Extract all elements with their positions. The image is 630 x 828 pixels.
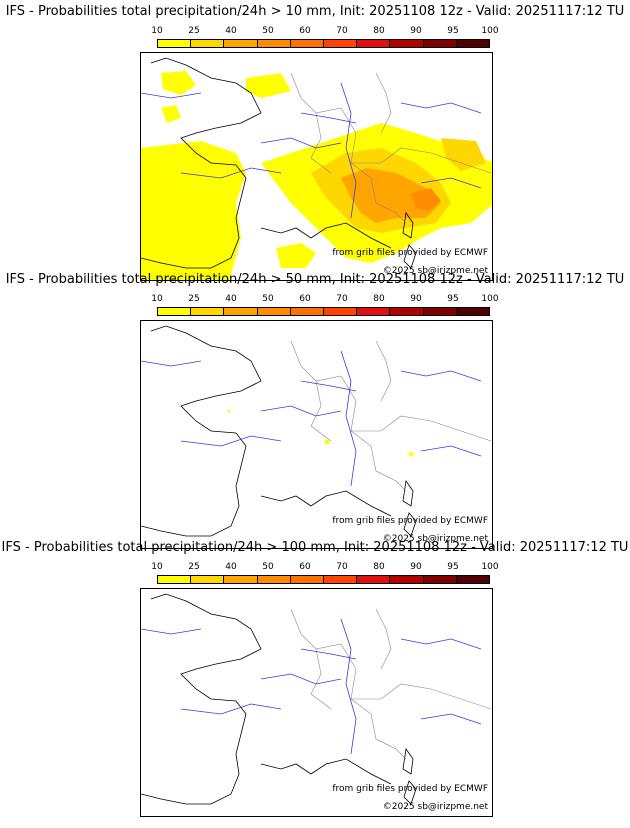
scale-label: 60 [299, 294, 311, 304]
map-10mm: from grib files provided by ECMWF ©2025 … [140, 52, 493, 281]
precip-areas [227, 409, 414, 457]
scale-segment [423, 308, 457, 315]
scale-label: 100 [481, 26, 499, 36]
scale-label: 60 [299, 26, 311, 36]
scale-segment [257, 576, 291, 583]
scale-segment [324, 40, 358, 47]
precip-areas [141, 71, 492, 280]
scale-labels: 10 25 40 50 60 70 80 90 95 100 [151, 294, 498, 305]
scale-segment [257, 308, 291, 315]
scale-labels: 10 25 40 50 60 70 80 90 95 100 [151, 26, 498, 37]
panel-title: IFS - Probabilities total precipitation/… [5, 272, 625, 287]
scale-segment [224, 576, 258, 583]
panel-100mm: IFS - Probabilities total precipitation/… [0, 540, 630, 817]
panel-title: IFS - Probabilities total precipitation/… [1, 540, 629, 555]
scale-label: 25 [188, 294, 200, 304]
scale-segment [224, 40, 258, 47]
scale-segment [290, 308, 325, 315]
scale-label: 40 [225, 562, 237, 572]
rivers [141, 618, 482, 755]
map-graphic [141, 325, 492, 537]
scale-segment [456, 576, 490, 583]
borders [290, 72, 492, 224]
credit-copyright: ©2025 sb@irizpme.net [382, 802, 488, 812]
scale-label: 25 [188, 26, 200, 36]
scale-label: 80 [373, 294, 385, 304]
credit-copyright: ©2025 sb@irizpme.net [382, 534, 488, 544]
scale-label: 95 [447, 562, 459, 572]
color-scale: 10 25 40 50 60 70 80 90 95 100 [151, 562, 499, 584]
scale-segment [390, 576, 424, 583]
scale-segment [357, 40, 391, 47]
scale-label: 80 [373, 26, 385, 36]
rivers [141, 82, 482, 219]
scale-segment [324, 308, 358, 315]
scale-label: 90 [410, 26, 422, 36]
scale-labels: 10 25 40 50 60 70 80 90 95 100 [151, 562, 498, 573]
scale-segment [324, 576, 358, 583]
scale-segment [456, 308, 490, 315]
coastlines [141, 57, 417, 269]
rivers [141, 350, 482, 487]
scale-segment [290, 576, 325, 583]
credit-copyright: ©2025 sb@irizpme.net [382, 266, 488, 276]
scale-segment [290, 40, 325, 47]
scale-label: 90 [410, 294, 422, 304]
scale-segment [158, 40, 192, 47]
scale-bar [157, 307, 490, 316]
scale-label: 10 [151, 294, 163, 304]
scale-label: 60 [299, 562, 311, 572]
color-scale: 10 25 40 50 60 70 80 90 95 100 [151, 294, 499, 316]
scale-label: 100 [481, 562, 499, 572]
panel-10mm: IFS - Probabilities total precipitation/… [0, 4, 630, 281]
panel-50mm: IFS - Probabilities total precipitation/… [0, 272, 630, 549]
scale-segment [191, 40, 225, 47]
scale-segment [390, 40, 424, 47]
scale-segment [191, 308, 225, 315]
coastlines [141, 593, 417, 805]
panel-title: IFS - Probabilities total precipitation/… [5, 4, 625, 19]
scale-segment [357, 308, 391, 315]
scale-segment [191, 576, 225, 583]
map-100mm: from grib files provided by ECMWF ©2025 … [140, 588, 493, 817]
scale-label: 40 [225, 294, 237, 304]
map-graphic [141, 593, 492, 805]
credit-ecmwf: from grib files provided by ECMWF [332, 516, 488, 526]
scale-label: 50 [262, 294, 274, 304]
scale-bar [157, 39, 490, 48]
scale-label: 10 [151, 26, 163, 36]
scale-bar [157, 575, 490, 584]
credit-ecmwf: from grib files provided by ECMWF [332, 248, 488, 258]
scale-label: 95 [447, 26, 459, 36]
scale-label: 10 [151, 562, 163, 572]
scale-label: 100 [481, 294, 499, 304]
scale-segment [257, 40, 291, 47]
scale-label: 70 [336, 26, 348, 36]
scale-label: 25 [188, 562, 200, 572]
color-scale: 10 25 40 50 60 70 80 90 95 100 [151, 26, 499, 48]
scale-label: 50 [262, 562, 274, 572]
scale-segment [224, 308, 258, 315]
scale-label: 70 [336, 294, 348, 304]
scale-segment [158, 576, 192, 583]
borders [290, 340, 492, 492]
scale-segment [423, 576, 457, 583]
scale-segment [158, 308, 192, 315]
scale-label: 40 [225, 26, 237, 36]
scale-segment [423, 40, 457, 47]
scale-segment [456, 40, 490, 47]
scale-label: 95 [447, 294, 459, 304]
scale-segment [390, 308, 424, 315]
borders [290, 608, 492, 760]
credit-ecmwf: from grib files provided by ECMWF [332, 784, 488, 794]
scale-label: 70 [336, 562, 348, 572]
map-50mm: from grib files provided by ECMWF ©2025 … [140, 320, 493, 549]
scale-label: 50 [262, 26, 274, 36]
scale-label: 90 [410, 562, 422, 572]
scale-label: 80 [373, 562, 385, 572]
scale-segment [357, 576, 391, 583]
map-graphic [141, 57, 492, 280]
coastlines [141, 325, 417, 537]
